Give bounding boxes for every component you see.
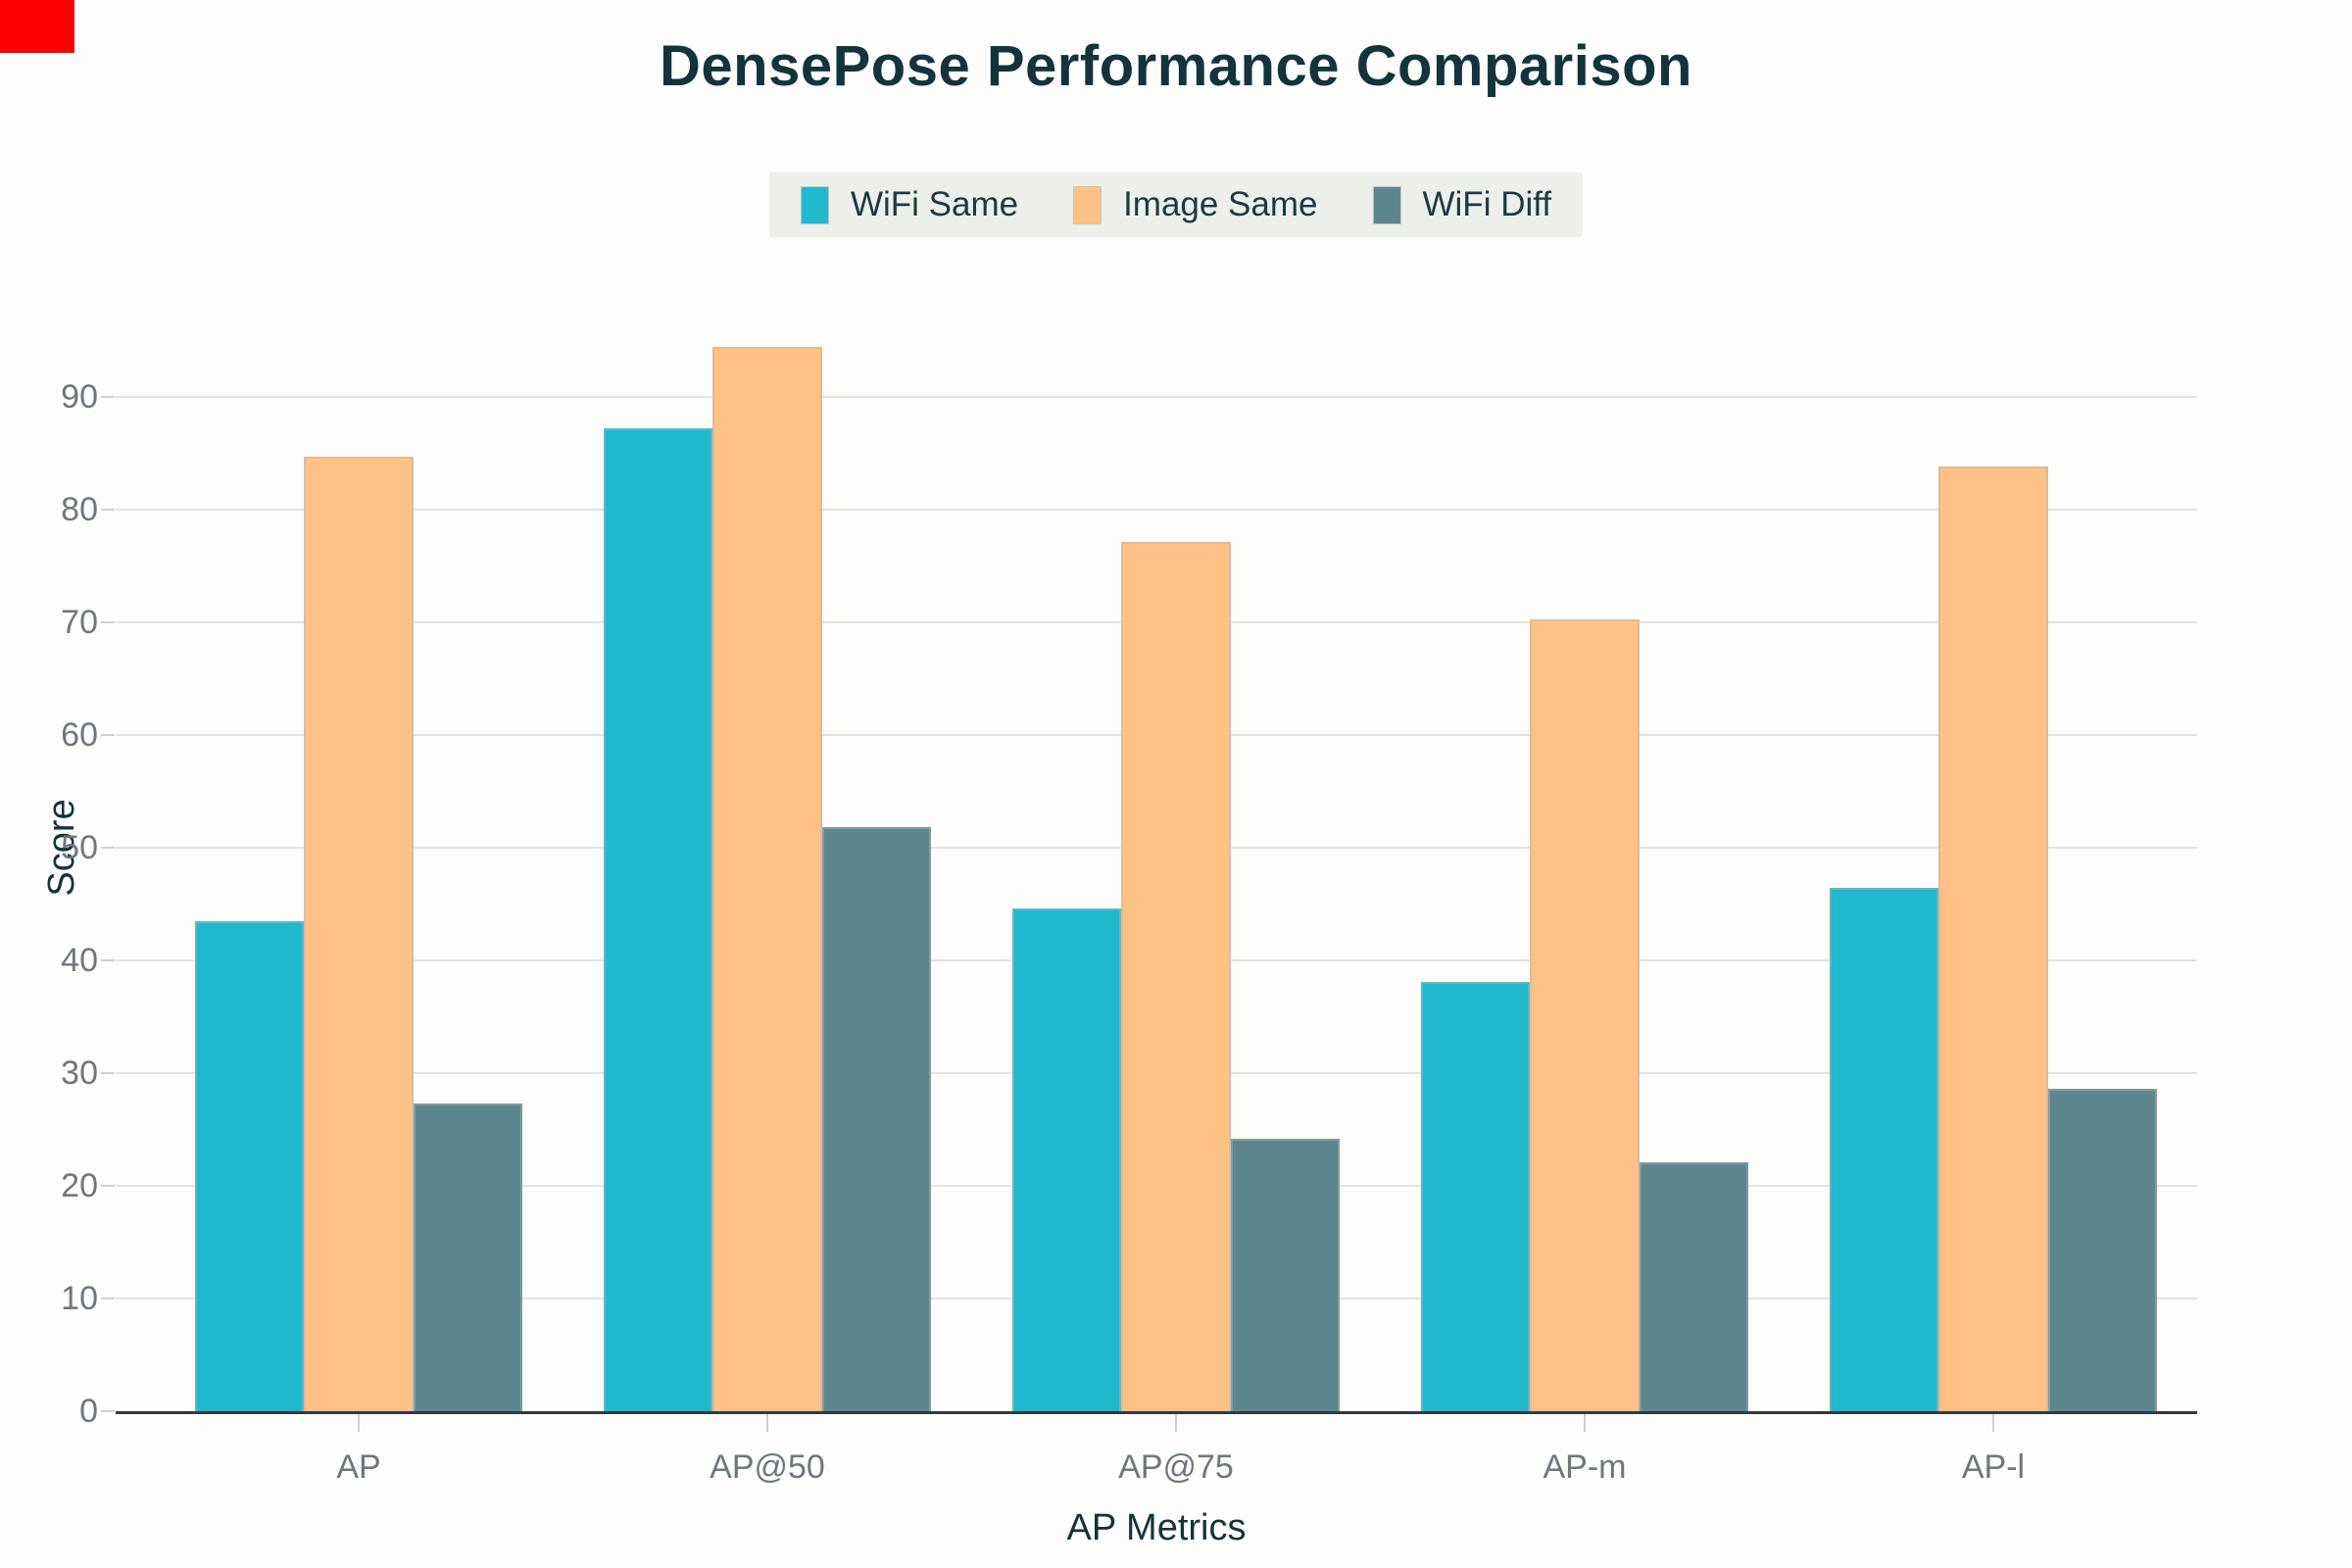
chart-title: DensePose Performance Comparison [660,34,1692,98]
x-tick-mark [358,1414,360,1432]
x-tick-mark [766,1414,768,1432]
y-tick-label: 50 [61,829,98,866]
x-tick-label-ap@50: AP@50 [710,1448,825,1486]
y-tick-mark [101,509,115,511]
bar-wifi-same-ap-m[interactable] [1421,981,1531,1411]
legend-item-image-same[interactable]: Image Same [1073,185,1318,224]
bar-wifi-same-ap@75[interactable] [1012,908,1122,1411]
bar-wifi-same-ap-l[interactable] [1830,888,1939,1411]
y-tick-mark [101,396,115,398]
x-tick-mark [1584,1414,1586,1432]
gridline [116,509,2197,511]
bar-wifi-diff-ap@75[interactable] [1230,1138,1340,1411]
bar-image-same-ap@75[interactable] [1121,542,1231,1411]
legend-label: WiFi Diff [1422,185,1552,223]
bar-wifi-diff-ap[interactable] [413,1103,522,1411]
x-axis-title: AP Metrics [1066,1507,1247,1548]
x-tick-label-ap: AP [336,1448,381,1486]
y-tick-label: 60 [61,716,98,754]
bar-image-same-ap-l[interactable] [1938,466,2048,1411]
y-tick-label: 0 [79,1393,98,1430]
bar-wifi-diff-ap-m[interactable] [1639,1161,1748,1411]
bar-wifi-same-ap[interactable] [195,920,305,1411]
y-tick-label: 80 [61,491,98,528]
y-tick-mark [101,1298,115,1299]
x-tick-label-ap-l: AP-l [1961,1448,2026,1486]
bar-wifi-diff-ap-l[interactable] [2047,1089,2157,1411]
x-tick-label-ap@75: AP@75 [1118,1448,1234,1486]
y-tick-mark [101,1410,115,1412]
y-tick-mark [101,621,115,623]
y-tick-mark [101,959,115,961]
y-tick-label: 30 [61,1054,98,1092]
y-tick-label: 10 [61,1280,98,1317]
red-marker [0,0,74,53]
legend-swatch-icon [1073,185,1102,224]
x-tick-mark [1175,1414,1177,1432]
legend-item-wifi-same[interactable]: WiFi Same [800,185,1019,224]
y-tick-mark [101,847,115,849]
x-tick-mark [1992,1414,1994,1432]
bar-image-same-ap[interactable] [304,456,414,1411]
legend-label: WiFi Same [850,185,1019,223]
x-tick-label-ap-m: AP-m [1543,1448,1627,1486]
bar-image-same-ap@50[interactable] [712,347,822,1411]
y-tick-label: 40 [61,942,98,979]
x-axis-line [116,1411,2197,1414]
y-tick-mark [101,1072,115,1074]
bar-wifi-diff-ap@50[interactable] [821,827,931,1411]
legend-swatch-icon [800,185,829,224]
y-tick-label: 70 [61,604,98,641]
legend-swatch-icon [1372,185,1401,224]
bar-image-same-ap-m[interactable] [1530,618,1640,1411]
bar-wifi-same-ap@50[interactable] [604,428,713,1411]
plot-area [116,284,2197,1414]
y-tick-label: 20 [61,1167,98,1204]
y-tick-mark [101,734,115,736]
y-tick-label: 90 [61,378,98,416]
legend-label: Image Same [1123,185,1318,223]
gridline [116,396,2197,398]
y-tick-mark [101,1185,115,1187]
legend: WiFi Same Image Same WiFi Diff [768,172,1584,237]
legend-item-wifi-diff[interactable]: WiFi Diff [1372,185,1552,224]
